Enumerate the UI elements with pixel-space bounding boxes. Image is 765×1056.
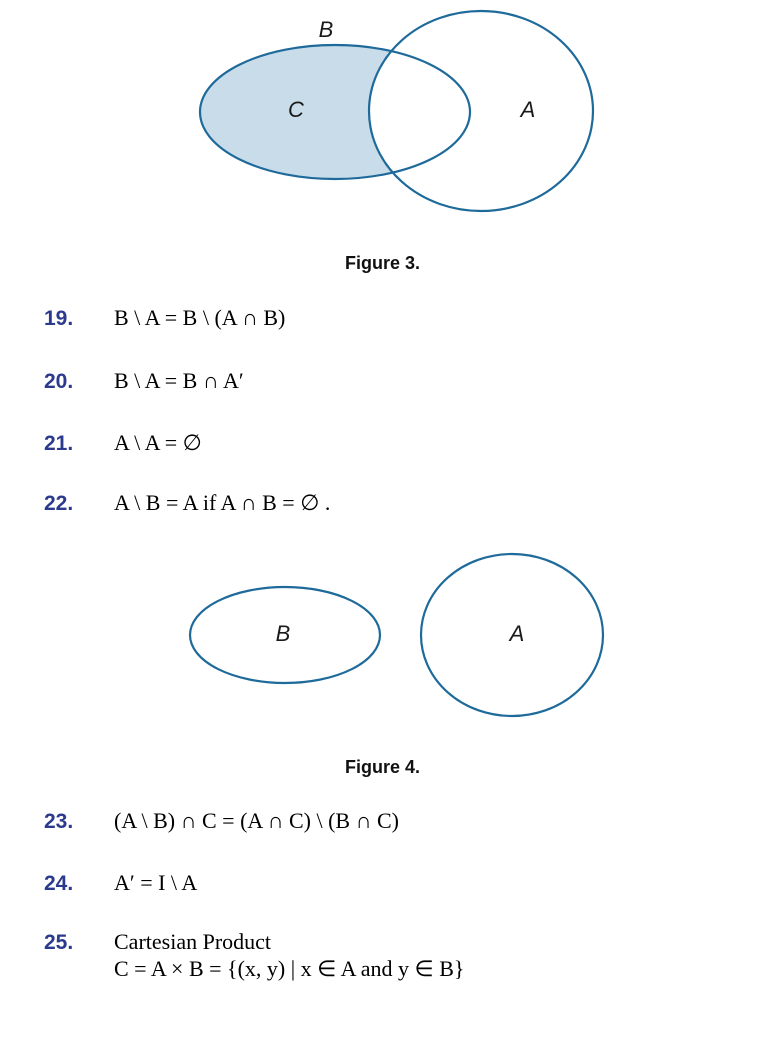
item-formula: C = A × B = {(x, y) | x ∈ A and y ∈ B} <box>114 956 465 981</box>
set-a-label: A <box>508 621 525 646</box>
item-number: 23. <box>44 810 74 833</box>
set-a-label: A <box>519 97 536 122</box>
item-number: 22. <box>44 492 74 515</box>
list-item-22: 22. A \ B = A if A ∩ B = ∅ . <box>44 490 330 524</box>
item-number: 19. <box>44 307 74 330</box>
set-b-ellipse <box>188 585 382 685</box>
list-item-24: 24. A′ = I \ A <box>44 870 197 904</box>
figure-4-venn-diagram: B A <box>188 552 605 718</box>
item-formula: B \ A = B ∩ A′ <box>114 368 244 393</box>
set-c-label: C <box>288 97 304 122</box>
item-number: 24. <box>44 872 74 895</box>
item-formula: A′ = I \ A <box>114 870 198 895</box>
cartesian-product-block: Cartesian Product C = A × B = {(x, y) | … <box>114 929 464 983</box>
figure-3-caption: Figure 3. <box>344 253 420 273</box>
list-item-21: 21. A \ A = ∅ <box>44 430 202 464</box>
item-number: 21. <box>44 432 74 455</box>
figure-3-venn-diagram: B C A <box>198 9 595 213</box>
item-formula: A \ B = A if A ∩ B = ∅ . <box>114 490 331 515</box>
item-formula: (A \ B) ∩ C = (A ∩ C) \ (B ∩ C) <box>114 808 399 833</box>
set-c-shaded-region <box>200 45 470 179</box>
list-item-20: 20. B \ A = B ∩ A′ <box>44 368 244 402</box>
set-b-label: B <box>319 17 334 42</box>
set-a-circle <box>367 9 595 213</box>
set-b-ellipse <box>198 43 472 181</box>
item-title: Cartesian Product <box>114 929 272 954</box>
item-formula: A \ A = ∅ <box>114 430 202 455</box>
set-a-circle <box>419 552 605 718</box>
list-item-19: 19. B \ A = B \ (A ∩ B) <box>44 305 285 339</box>
figure-4-caption: Figure 4. <box>344 757 420 777</box>
set-b-label: B <box>276 621 291 646</box>
list-item-25: 25. Cartesian Product C = A × B = {(x, y… <box>44 929 464 989</box>
list-item-23: 23. (A \ B) ∩ C = (A ∩ C) \ (B ∩ C) <box>44 808 399 842</box>
item-number: 20. <box>44 370 74 393</box>
item-number: 25. <box>44 931 74 954</box>
item-formula: B \ A = B \ (A ∩ B) <box>114 305 286 330</box>
